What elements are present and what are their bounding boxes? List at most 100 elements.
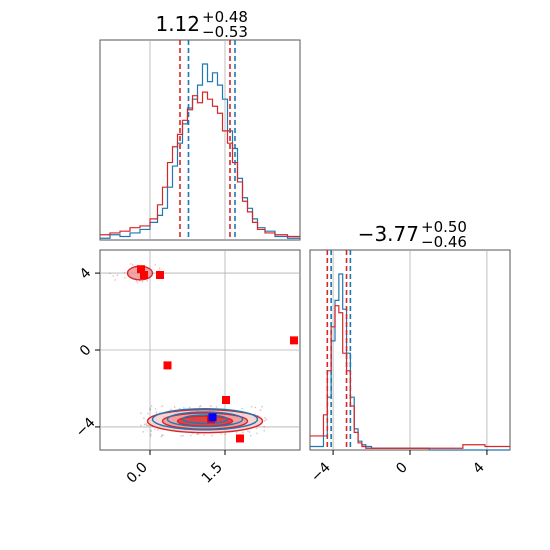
joint-ytick-label: 4 (77, 265, 95, 283)
joint-ytick-label: 0 (77, 342, 95, 360)
joint-sample-point (149, 407, 152, 409)
joint-sample-point (188, 406, 191, 409)
joint-sample-point (162, 434, 164, 436)
joint-marker-2 (156, 271, 164, 279)
joint-sample-point (161, 434, 163, 437)
right-histogram-1 (310, 305, 510, 449)
joint-sample-point (250, 405, 253, 408)
joint-sample-point (259, 409, 262, 411)
joint-xtick-label: 0.0 (124, 460, 151, 487)
joint-sample-point (149, 408, 151, 411)
right-xtick-label: 4 (470, 459, 488, 477)
joint-sample-point (156, 428, 159, 431)
joint-sample-point (215, 406, 218, 408)
joint-marker-3 (163, 361, 172, 370)
joint-sample-point (189, 434, 192, 437)
joint-sample-point (196, 433, 199, 436)
panel-frame-top (99, 39, 301, 241)
joint-sample-point (211, 434, 213, 437)
joint-sample-point (261, 405, 263, 408)
right-xtick-label: −4 (308, 459, 334, 485)
joint-sample-point (146, 279, 148, 282)
joint-sample-point (136, 281, 139, 284)
title-param1-minus: −0.53 (202, 23, 248, 41)
joint-sample-point (183, 407, 185, 409)
marginal-histogram-param1: 1.12 +0.48 −0.53 (99, 8, 301, 241)
joint-sample-point (248, 431, 251, 433)
joint-sample-point (241, 407, 244, 410)
joint-sample-point (130, 263, 132, 265)
joint-sample-point (150, 430, 152, 433)
contour-1-level-0 (151, 407, 259, 431)
joint-sample-point (255, 427, 258, 430)
joint-xtick-label: 1.5 (199, 460, 226, 487)
joint-sample-point (198, 405, 201, 408)
title-param2-value: −3.77 (358, 222, 419, 246)
joint-sample-point (140, 424, 142, 427)
joint-sample-point (199, 405, 202, 407)
joint-marker-5 (222, 396, 230, 404)
joint-sample-point (154, 264, 157, 266)
joint-sample-point (197, 432, 200, 435)
joint-sample-point (161, 405, 163, 408)
joint-sample-point (158, 267, 161, 270)
joint-sample-point (263, 425, 265, 428)
joint-sample-point (143, 417, 145, 419)
title-param2: −3.77 +0.50 −0.46 (358, 218, 467, 251)
title-param1-plus: +0.48 (202, 8, 248, 26)
marginal-histogram-param2: −4 0 4 −3.77 +0.50 −0.46 (308, 218, 511, 485)
joint-sample-point (241, 431, 244, 434)
joint-sample-point (224, 433, 227, 435)
joint-sample-point (149, 433, 152, 436)
joint-sample-point (135, 280, 138, 282)
joint-sample-point (114, 279, 117, 281)
joint-sample-point (264, 416, 266, 419)
joint-sample-point (265, 418, 268, 421)
joint-sample-point (149, 435, 152, 437)
joint-sample-point (124, 277, 126, 279)
joint-sample-point (173, 406, 176, 408)
joint-sample-point (220, 433, 222, 435)
joint-sample-point (150, 429, 152, 431)
joint-sample-point (210, 405, 212, 407)
joint-sample-point (256, 432, 258, 435)
joint-ytick-label: −4 (73, 415, 99, 441)
joint-sample-point (155, 411, 158, 413)
joint-sample-point (116, 274, 119, 276)
joint-sample-point (249, 434, 252, 437)
joint-sample-point (235, 431, 238, 434)
title-param1-value: 1.12 (155, 12, 200, 36)
joint-marker-4 (290, 336, 298, 345)
joint-marker-8 (208, 413, 217, 422)
joint-sample-point (112, 275, 114, 277)
joint-sample-point (140, 412, 142, 415)
joint-marker-6 (236, 434, 244, 443)
joint-sample-point (247, 430, 249, 432)
joint-sample-point (109, 272, 111, 275)
joint-sample-point (263, 419, 266, 422)
joint-sample-point (150, 405, 153, 407)
joint-sample-point (131, 264, 134, 266)
joint-sample-point (141, 280, 144, 283)
joint-sample-point (263, 429, 266, 432)
joint-sample-point (149, 408, 152, 411)
joint-sample-point (154, 408, 157, 410)
joint-sample-point (145, 424, 148, 426)
joint-marker-0 (137, 265, 145, 274)
top-histogram-0 (100, 63, 300, 239)
title-param1: 1.12 +0.48 −0.53 (155, 8, 248, 41)
contour-1-level-1 (166, 411, 244, 428)
joint-sample-point (170, 408, 172, 411)
joint-sample-point (143, 423, 146, 426)
joint-sample-point (182, 434, 184, 437)
right-xtick-label: 0 (393, 460, 411, 478)
joint-sample-point (142, 430, 144, 433)
joint-sample-point (145, 423, 147, 425)
joint-sample-point (147, 424, 150, 427)
joint-sample-point (180, 435, 182, 437)
joint-sample-point (203, 434, 206, 436)
joint-scatter-panel: 0.0 1.5 −4 0 4 (73, 249, 301, 487)
joint-sample-point (123, 271, 126, 274)
joint-sample-point (147, 412, 149, 415)
